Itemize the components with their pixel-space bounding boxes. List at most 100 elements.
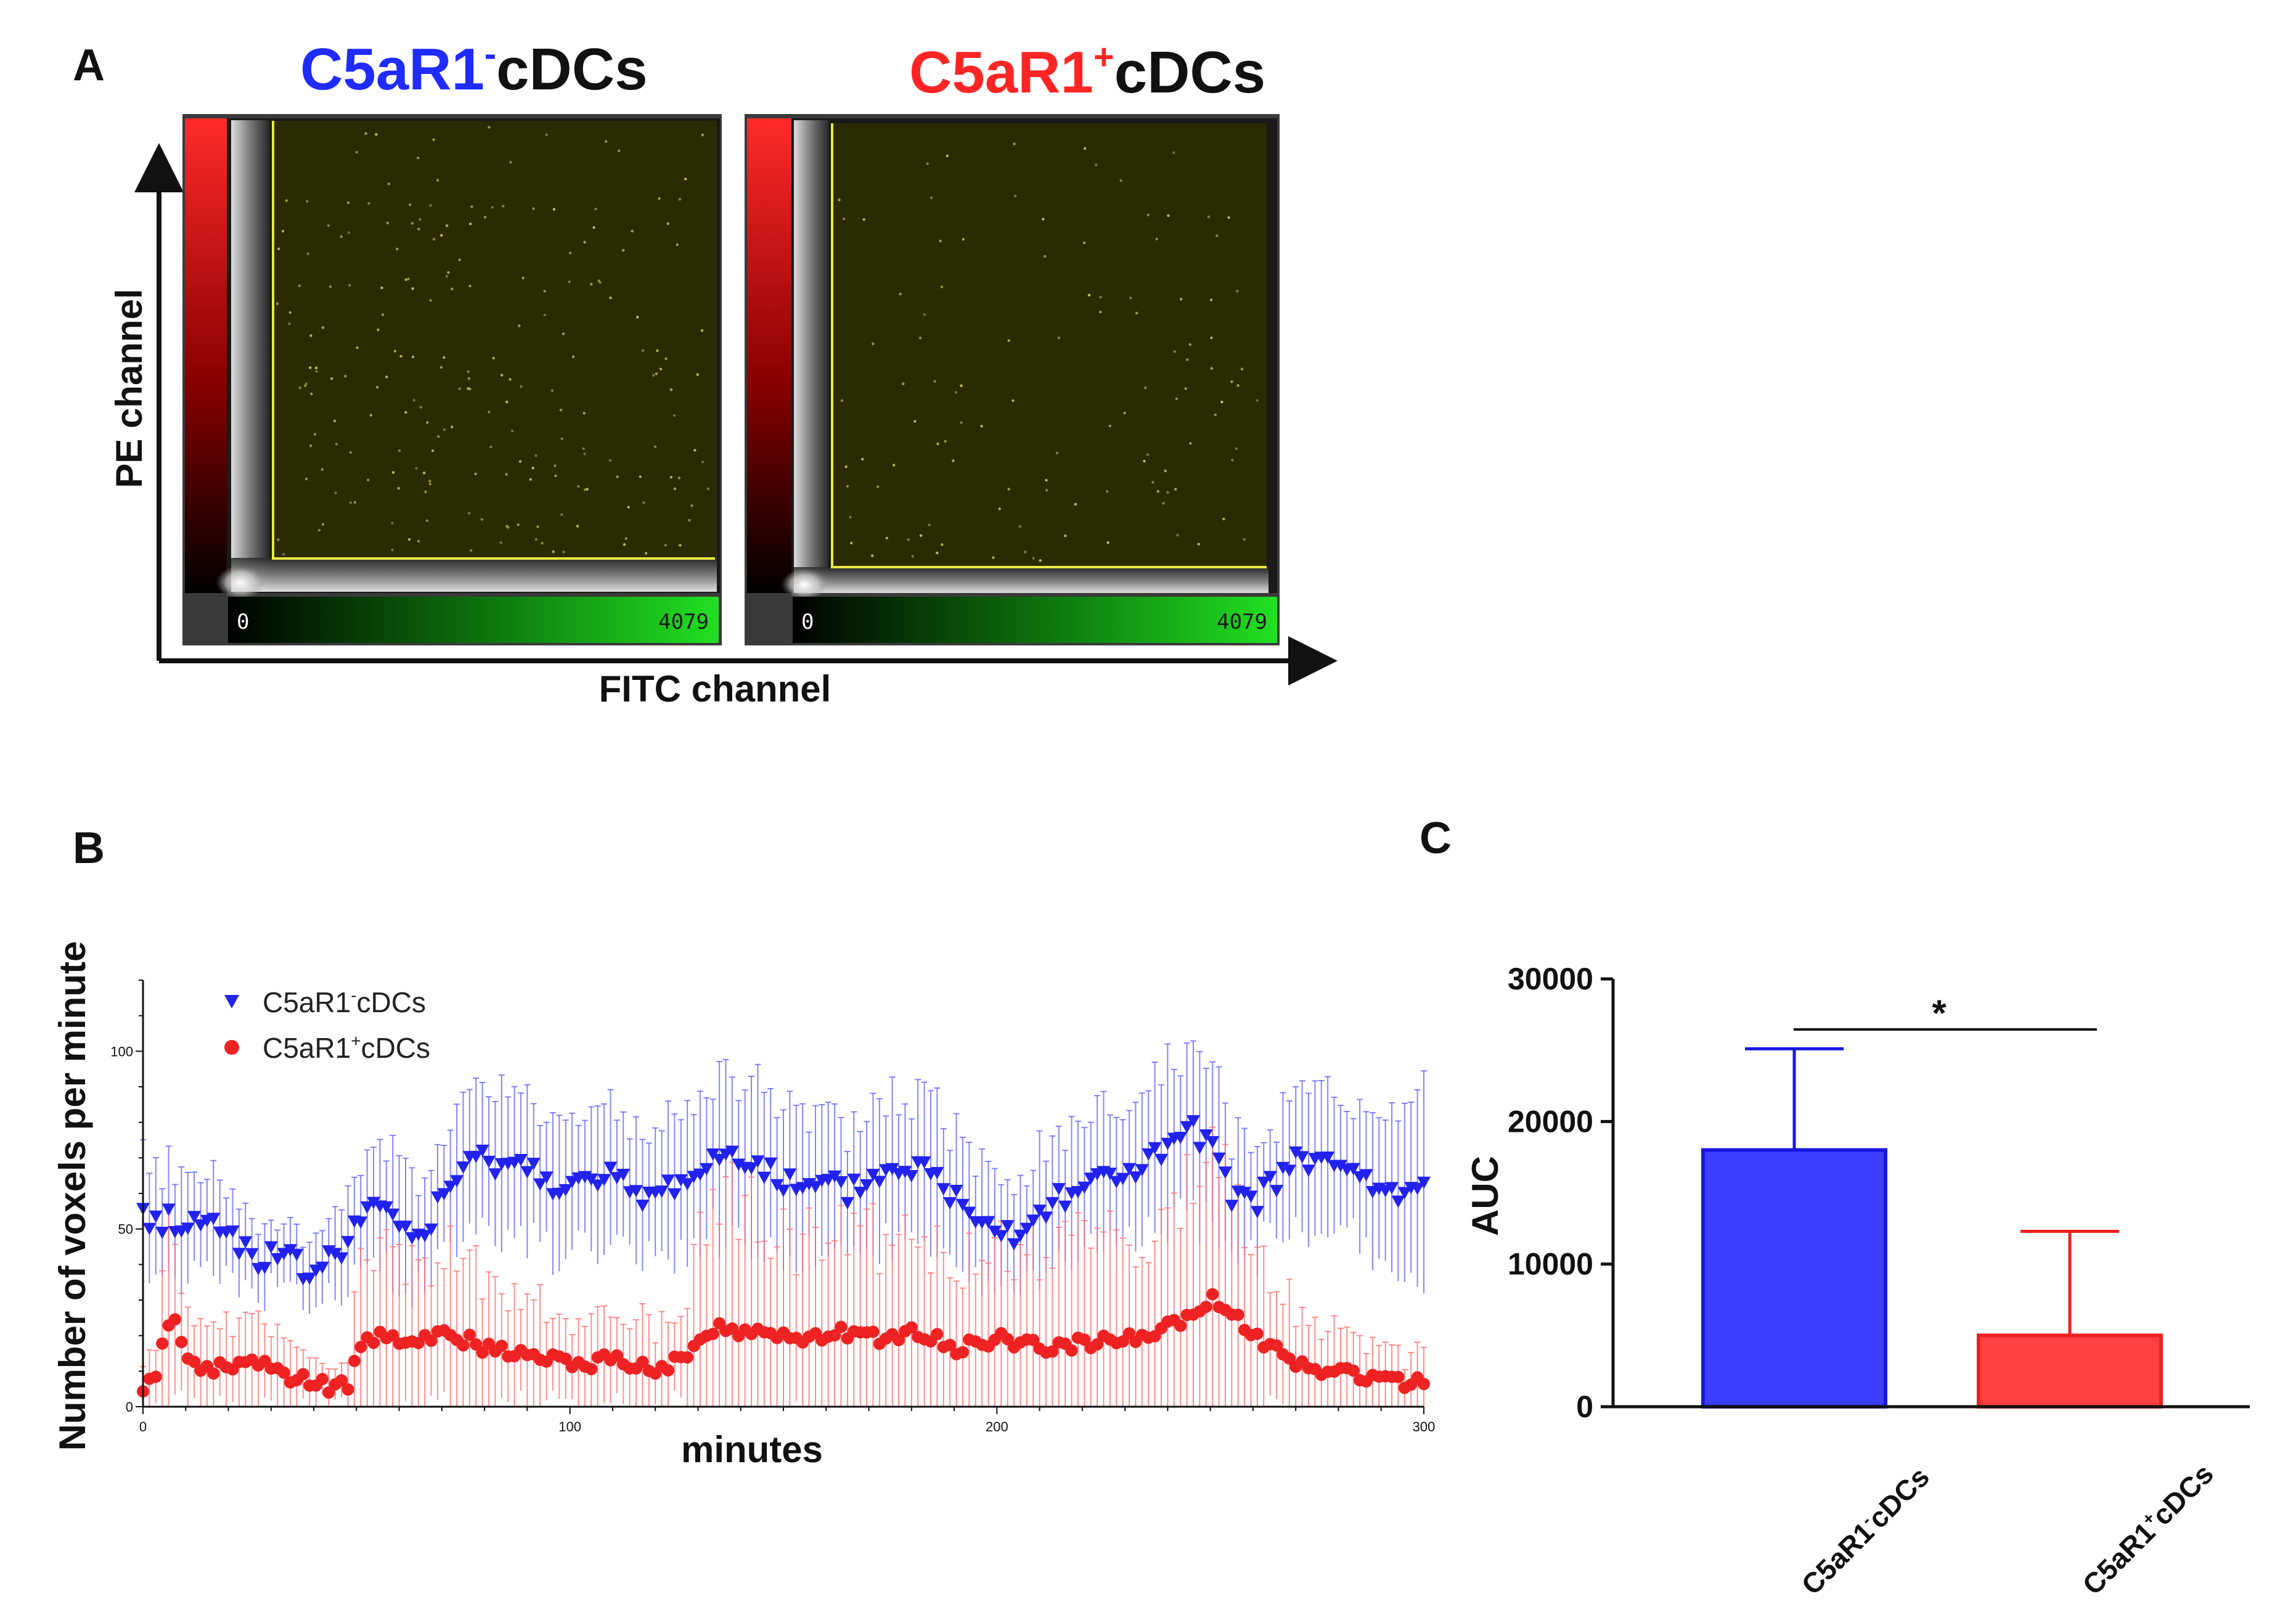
positive-point — [354, 1341, 367, 1354]
negative-point — [962, 1206, 976, 1219]
event-dot — [1222, 517, 1225, 520]
positive-point — [1270, 1339, 1283, 1352]
negative-point — [418, 1230, 432, 1243]
event-dot — [624, 537, 627, 540]
event-dot — [415, 467, 418, 470]
event-dot — [684, 178, 687, 181]
negative-point — [943, 1197, 957, 1209]
event-dot — [425, 519, 429, 522]
event-dot — [315, 370, 318, 373]
event-dot — [306, 252, 309, 255]
positive-point — [277, 1366, 290, 1379]
event-dot — [641, 349, 645, 352]
event-dot — [1018, 525, 1021, 528]
event-dot — [491, 206, 494, 209]
event-dot — [636, 316, 639, 319]
event-dot — [385, 375, 388, 378]
event-dot — [936, 442, 939, 446]
scale-max-right: 4079 — [1217, 610, 1267, 634]
negative-point — [1180, 1121, 1194, 1134]
event-dot — [314, 366, 318, 370]
event-dot — [298, 284, 301, 287]
negative-point — [732, 1158, 746, 1171]
event-dot — [417, 227, 420, 231]
event-dot — [353, 501, 356, 504]
positive-point — [1232, 1308, 1244, 1321]
negative-point — [379, 1201, 393, 1214]
event-dot — [659, 367, 663, 370]
event-dot — [470, 205, 473, 208]
event-dot — [552, 550, 555, 554]
negative-point — [661, 1174, 675, 1187]
event-dot — [1207, 215, 1211, 219]
event-dot — [1230, 380, 1233, 383]
event-dot — [348, 284, 351, 287]
event-dot — [499, 541, 502, 544]
event-dot — [929, 196, 933, 200]
event-dot — [876, 485, 880, 488]
negative-point — [1019, 1222, 1034, 1235]
event-dot — [304, 382, 308, 385]
event-dot — [534, 538, 538, 541]
event-dot — [429, 204, 432, 207]
event-dot — [1011, 399, 1015, 403]
fitc-channel-label: FITC channel — [599, 668, 831, 710]
event-dot — [396, 247, 399, 251]
event-dot — [1007, 339, 1010, 342]
positive-point — [1027, 1333, 1040, 1346]
event-dot — [1106, 541, 1109, 544]
event-dot — [590, 282, 593, 286]
positive-point — [495, 1340, 508, 1352]
event-dot — [321, 326, 325, 329]
scatter-plot-left: 0 4079 — [182, 114, 722, 645]
negative-point — [1058, 1200, 1072, 1213]
event-dot — [407, 538, 411, 541]
event-dot — [502, 205, 505, 208]
event-dot — [306, 200, 309, 203]
negative-point — [872, 1176, 886, 1188]
negative-point — [283, 1244, 297, 1257]
negative-point — [1122, 1163, 1137, 1176]
panel-c-letter: C — [1420, 814, 1452, 863]
positive-point — [956, 1346, 969, 1359]
right-title-main: C5aR1 — [909, 39, 1093, 105]
event-dot — [1039, 559, 1042, 562]
negative-point — [1039, 1211, 1053, 1224]
negative-point — [764, 1157, 778, 1170]
pe-channel-label: PE channel — [108, 288, 150, 488]
event-dot — [468, 284, 472, 288]
event-dot — [518, 460, 522, 463]
event-dot — [550, 389, 554, 392]
negative-point — [526, 1158, 541, 1171]
event-dot — [690, 504, 693, 507]
event-dot — [437, 435, 440, 438]
event-dot — [899, 292, 902, 296]
chart-b-x-tick-label: 0 — [139, 1419, 147, 1434]
event-dot — [980, 425, 983, 428]
event-dot — [562, 550, 565, 554]
event-dot — [652, 374, 655, 377]
negative-point — [142, 1222, 157, 1235]
event-dot — [391, 471, 395, 474]
negative-point — [1103, 1168, 1117, 1180]
chart-b-x-tick-label: 300 — [1413, 1419, 1436, 1434]
event-dot — [992, 556, 995, 559]
positive-points — [137, 1288, 1430, 1399]
negative-point — [1026, 1214, 1040, 1227]
event-dot — [919, 337, 922, 340]
event-dot — [1144, 386, 1147, 390]
event-dot — [664, 357, 668, 361]
negative-point — [706, 1148, 720, 1161]
event-dot — [944, 440, 947, 443]
event-dot — [436, 179, 439, 182]
gate-region-right — [832, 123, 1267, 567]
event-dot — [952, 459, 955, 462]
event-dot — [520, 385, 523, 388]
event-dot — [1176, 533, 1179, 537]
event-dot — [639, 475, 642, 478]
event-dot — [939, 239, 942, 243]
event-dot — [936, 551, 939, 555]
event-dot — [1044, 255, 1047, 258]
event-dot — [560, 437, 563, 440]
negative-point — [1052, 1183, 1066, 1196]
